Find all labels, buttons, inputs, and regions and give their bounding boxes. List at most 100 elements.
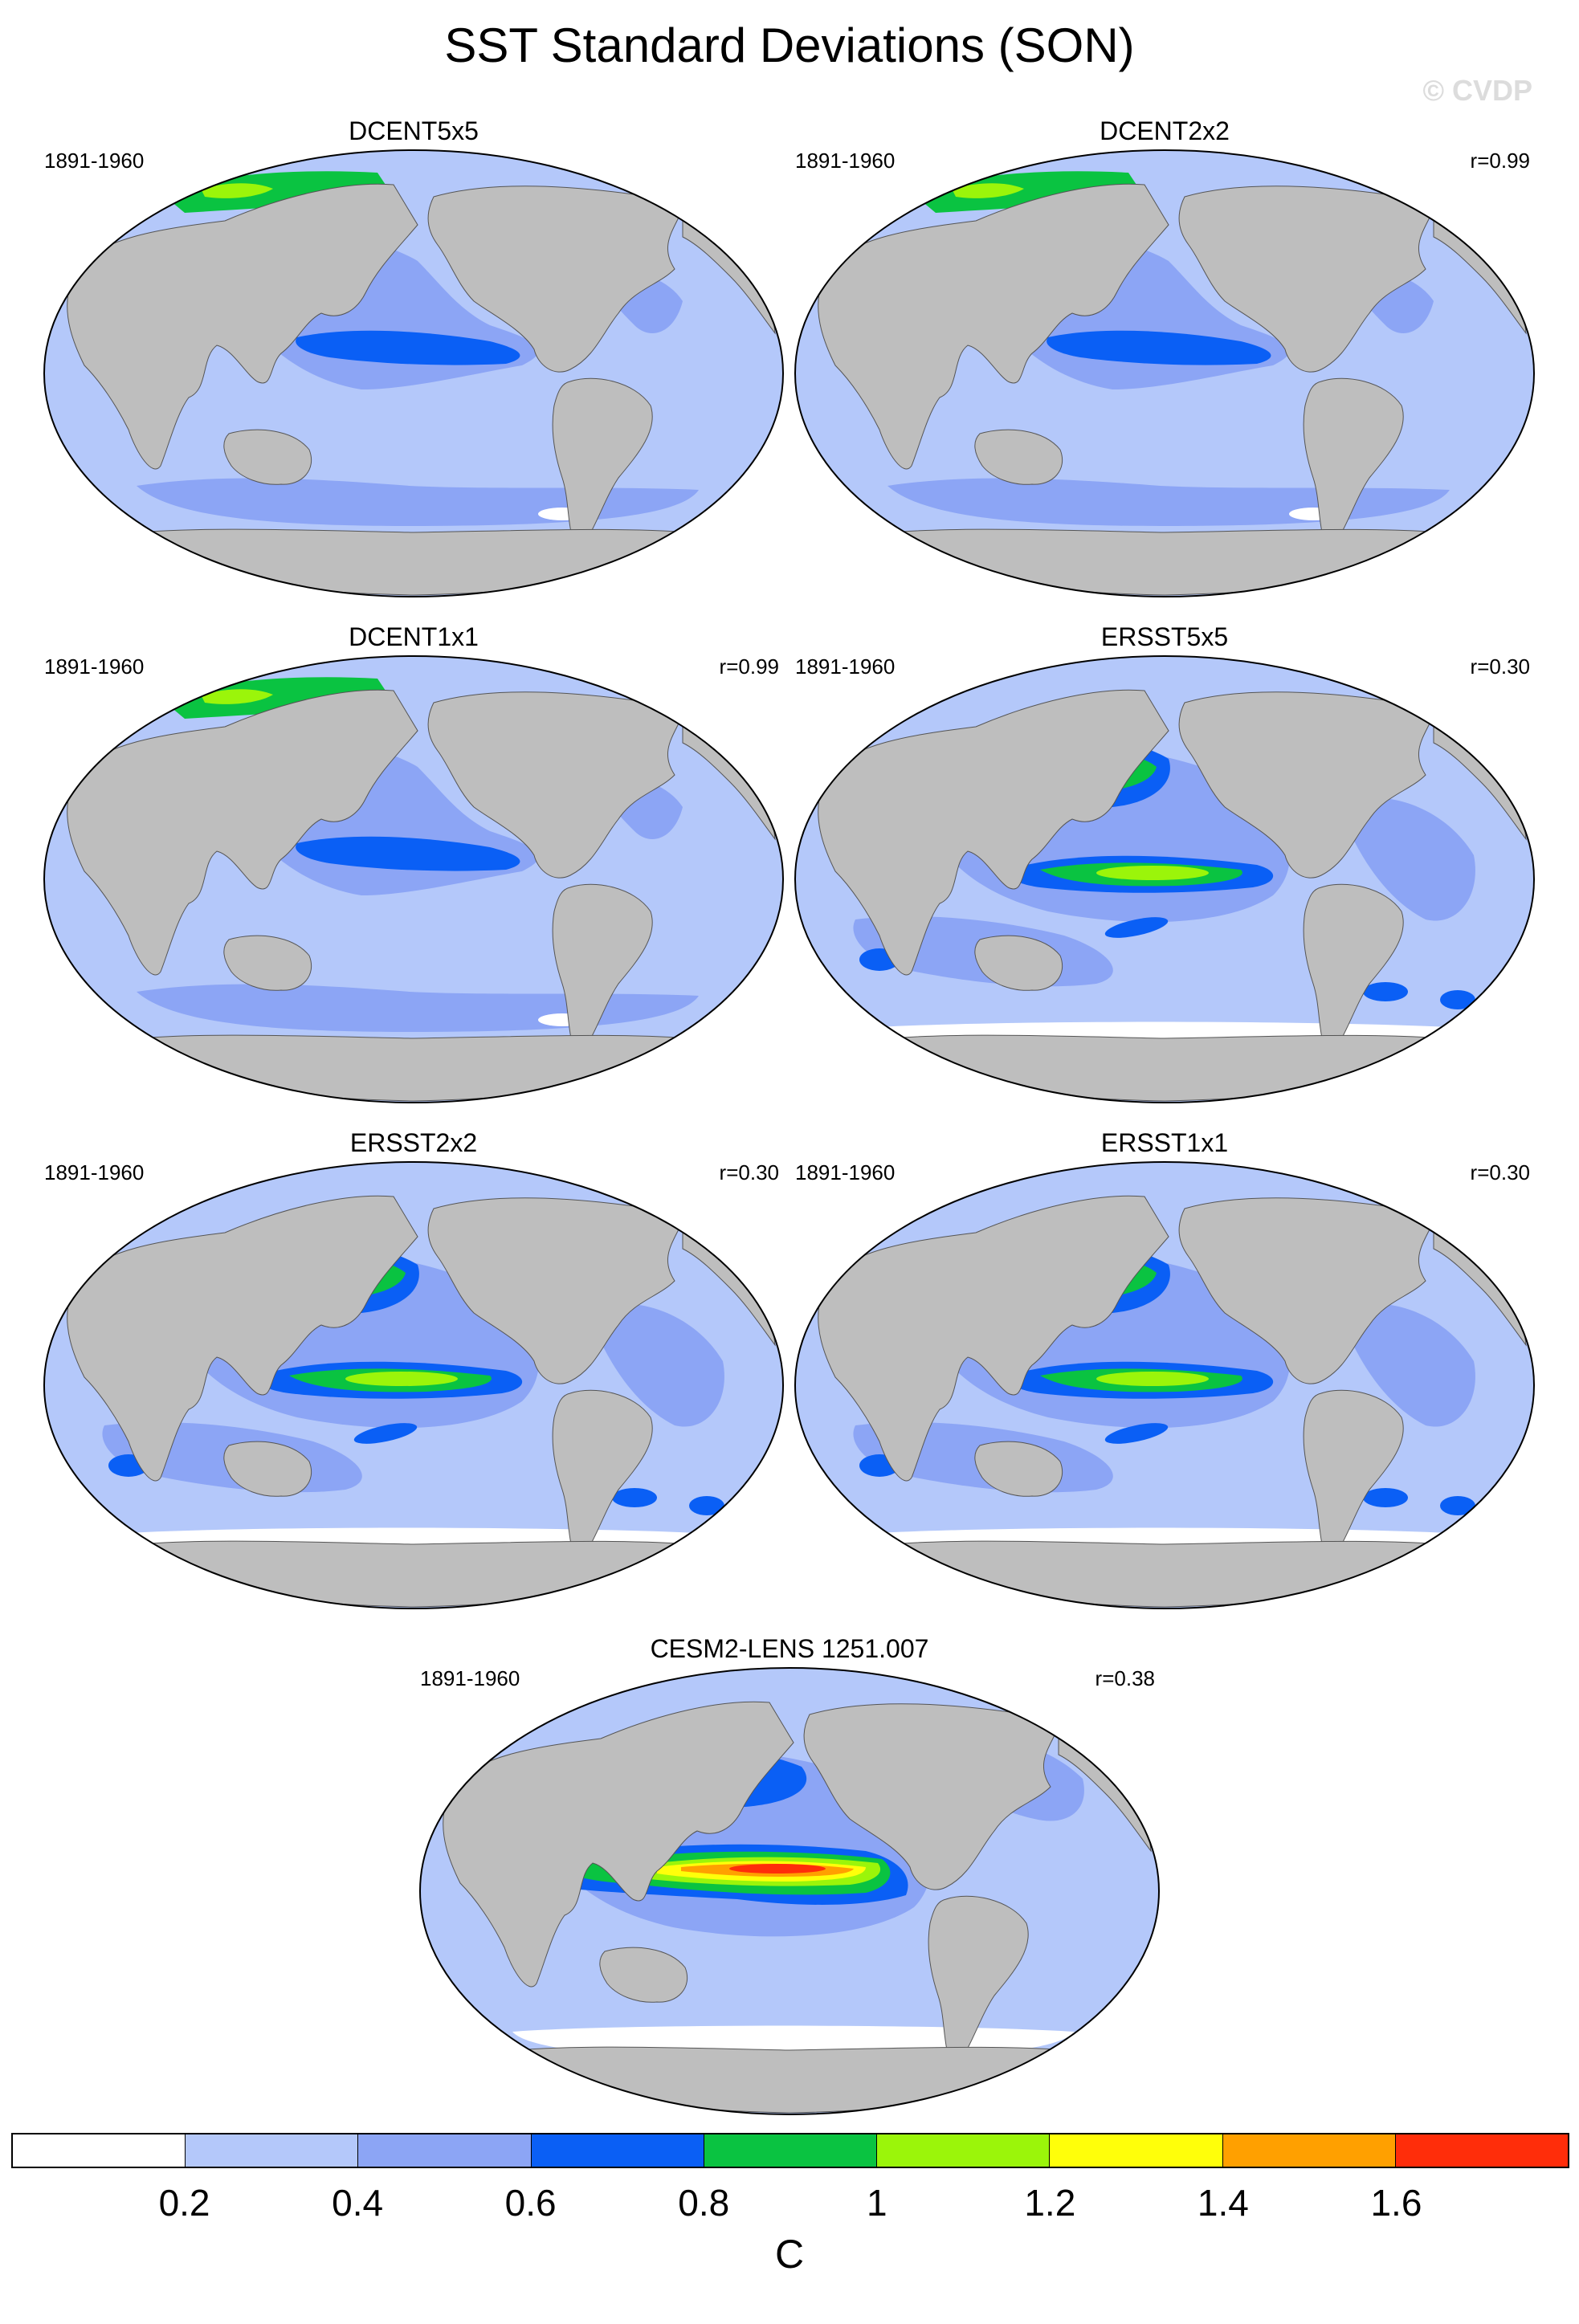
colorbar-tick-label: 0.2 (158, 2182, 210, 2224)
land-mass (119, 528, 708, 596)
panel-period: 1891-1960 (44, 149, 145, 173)
map-ersst1x1 (794, 1161, 1535, 1609)
land-mass (223, 1441, 312, 1497)
colorbar-swatch (877, 2134, 1051, 2167)
land-mass (870, 528, 1459, 596)
land-mass (818, 1195, 1169, 1482)
sst-region-0.4 (602, 1303, 724, 1427)
colorbar-swatch (531, 2134, 704, 2167)
map-contents (44, 1162, 783, 1608)
colorbar-swatch (1395, 2134, 1568, 2167)
sst-region-0.4 (1353, 1303, 1475, 1427)
land-mass (870, 1540, 1459, 1608)
land-mass (974, 1441, 1063, 1497)
sst-region-0.4 (1353, 797, 1475, 921)
colorbar-tick-label: 1.6 (1370, 2182, 1422, 2224)
panel-period: 1891-1960 (420, 1666, 520, 1690)
colorbar-swatch (358, 2134, 532, 2167)
map-outline (794, 149, 1535, 597)
colorbar-swatch (13, 2134, 186, 2167)
map-outline (794, 1161, 1535, 1609)
panel-title: DCENT5x5 (349, 116, 479, 145)
colorbar (11, 2133, 1569, 2168)
map-ersst2x2 (43, 1161, 784, 1609)
map-outline (43, 1161, 784, 1609)
map-cesm2-lens (419, 1667, 1160, 2115)
sst-region-1.0 (952, 183, 1024, 198)
land-mass (223, 429, 312, 485)
watermark: © CVDP (1422, 74, 1532, 107)
colorbar-tick-label: 0.6 (504, 2182, 557, 2224)
panel-title: CESM2-LENS 1251.007 (650, 1634, 929, 1663)
map-panel-cesm2-lens: CESM2-LENS 1251.007 1891-1960 r=0.38 (416, 1634, 1163, 2116)
map-outline (794, 655, 1535, 1103)
panel-correlation: r=0.30 (1470, 654, 1530, 679)
sst-region-0.6 (296, 836, 520, 871)
map-dcent5x5 (43, 149, 784, 597)
sst-region-0.6 (1047, 330, 1271, 365)
map-outline (419, 1667, 1160, 2115)
colorbar-swatch (704, 2134, 878, 2167)
colorbar-tick-label: 1.4 (1197, 2182, 1249, 2224)
land-mass (974, 429, 1063, 485)
colorbar-tick-label: 0.8 (678, 2182, 730, 2224)
panel-title: ERSST1x1 (1100, 1128, 1229, 1157)
sst-region-0.6 (1440, 1496, 1475, 1515)
colorbar-unit: C (774, 2232, 805, 2277)
land-mass (599, 1947, 687, 2003)
map-contents (795, 1162, 1534, 1608)
map-contents (44, 150, 783, 597)
figure-title: SST Standard Deviations (SON) (444, 18, 1135, 72)
land-mass (67, 1195, 418, 1482)
sst-region-1.0 (1096, 1372, 1209, 1386)
land-mass (818, 183, 1169, 470)
colorbar-swatch (1050, 2134, 1223, 2167)
sst-region-1.0 (345, 1372, 458, 1386)
land-mass (119, 1034, 708, 1102)
sst-region-0.6 (1363, 982, 1408, 1001)
colorbar-tick-label: 1.2 (1024, 2182, 1076, 2224)
map-dcent2x2 (794, 149, 1535, 597)
land-mass (495, 2046, 1084, 2114)
panel-period: 1891-1960 (44, 654, 145, 679)
sst-region-0.6 (612, 1488, 657, 1507)
sst-region-1.0 (201, 183, 273, 198)
panel-title: ERSST2x2 (349, 1128, 478, 1157)
colorbar-swatch (1222, 2134, 1396, 2167)
panel-correlation: r=0.30 (719, 1160, 779, 1184)
map-panel-ersst1x1: ERSST1x1 1891-1960 r=0.30 (791, 1128, 1538, 1610)
map-outline (43, 655, 784, 1103)
panel-period: 1891-1960 (795, 149, 896, 173)
panel-correlation: r=0.99 (719, 654, 779, 679)
map-contents (795, 150, 1534, 597)
map-ersst5x5 (794, 655, 1535, 1103)
panel-title: DCENT1x1 (349, 622, 479, 651)
sst-region-0.6 (353, 1423, 418, 1444)
land-mass (67, 183, 418, 470)
colorbar-tick-label: 1 (866, 2182, 887, 2224)
sst-region-1.6 (729, 1864, 826, 1873)
map-contents (44, 656, 783, 1103)
sst-region-0.6 (296, 330, 520, 365)
land-mass (119, 1540, 708, 1608)
land-mass (443, 1701, 794, 1988)
sst-region-0.6 (1104, 917, 1169, 938)
map-panel-dcent1x1: DCENT1x1 1891-1960 r=0.99 (40, 622, 787, 1104)
panel-correlation: r=0.38 (1095, 1666, 1155, 1690)
map-panel-ersst5x5: ERSST5x5 1891-1960 r=0.30 (791, 622, 1538, 1104)
land-mass (818, 689, 1169, 976)
sst-region-1.0 (1096, 866, 1209, 880)
colorbar-swatch (186, 2134, 359, 2167)
map-contents (795, 656, 1534, 1103)
sst-region-0.6 (1363, 1488, 1408, 1507)
map-panel-ersst2x2: ERSST2x2 1891-1960 r=0.30 (40, 1128, 787, 1610)
sst-region-0.6 (1440, 990, 1475, 1009)
sst-region-0.6 (689, 1496, 724, 1515)
sst-region-1.0 (201, 689, 273, 704)
panel-period: 1891-1960 (795, 1160, 896, 1184)
map-panel-dcent5x5: DCENT5x5 1891-1960 (40, 116, 787, 598)
panel-period: 1891-1960 (44, 1160, 145, 1184)
land-mass (974, 935, 1063, 991)
map-panel-dcent2x2: DCENT2x2 1891-1960 r=0.99 (791, 116, 1538, 598)
panel-correlation: r=0.99 (1470, 149, 1530, 173)
